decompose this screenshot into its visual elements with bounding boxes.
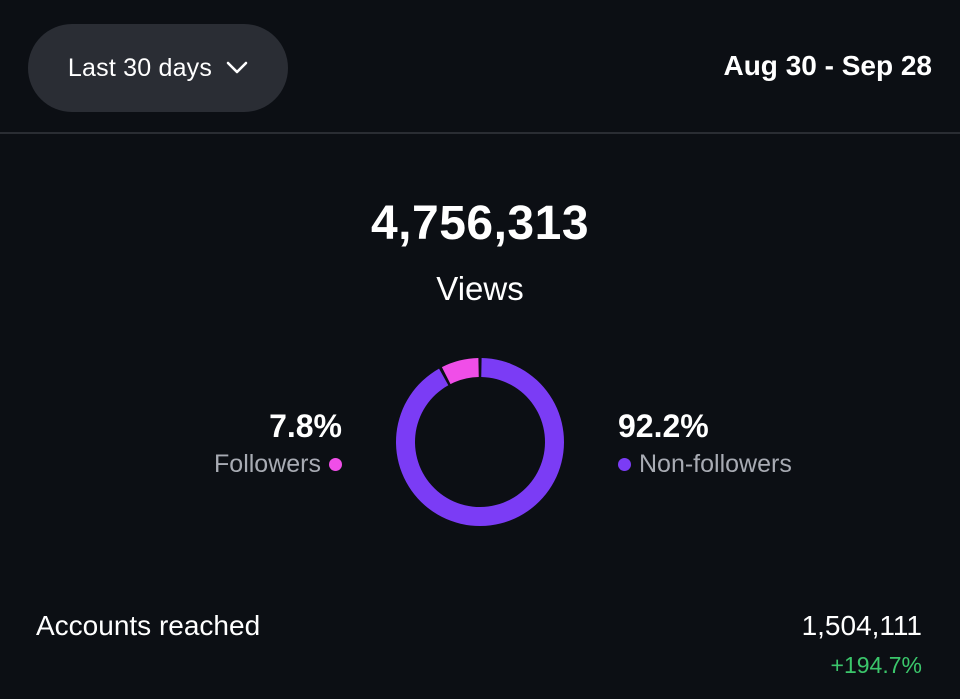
header: Last 30 days Aug 30 - Sep 28	[0, 0, 960, 134]
non-followers-percent: 92.2%	[618, 408, 709, 444]
views-count: 4,756,313	[370, 197, 590, 250]
non-followers-legend: Non-followers	[618, 446, 792, 482]
donut-slice-non-followers	[396, 358, 564, 526]
followers-dot-icon	[329, 457, 342, 471]
non-followers-dot-icon	[618, 457, 631, 471]
donut-slice-followers	[441, 358, 479, 385]
date-range-text: Aug 30 - Sep 28	[723, 50, 932, 81]
followers-percent: 7.8%	[269, 408, 342, 444]
accounts-reached-change: +194.7%	[830, 652, 922, 678]
non-followers-stat: 92.2% Non-followers	[618, 406, 792, 482]
followers-stat: 7.8% Followers	[214, 406, 342, 482]
views-label: Views	[436, 270, 524, 307]
views-donut-chart	[396, 358, 564, 526]
accounts-reached-value: 1,504,111	[801, 610, 922, 641]
non-followers-legend-label: Non-followers	[639, 450, 792, 478]
accounts-reached-label: Accounts reached	[36, 610, 261, 641]
followers-legend-label: Followers	[214, 450, 321, 478]
chevron-down-icon	[226, 61, 248, 74]
date-range-dropdown[interactable]: Last 30 days	[28, 24, 288, 112]
date-range-dropdown-label: Last 30 days	[67, 53, 213, 82]
followers-legend: Followers	[214, 446, 342, 482]
